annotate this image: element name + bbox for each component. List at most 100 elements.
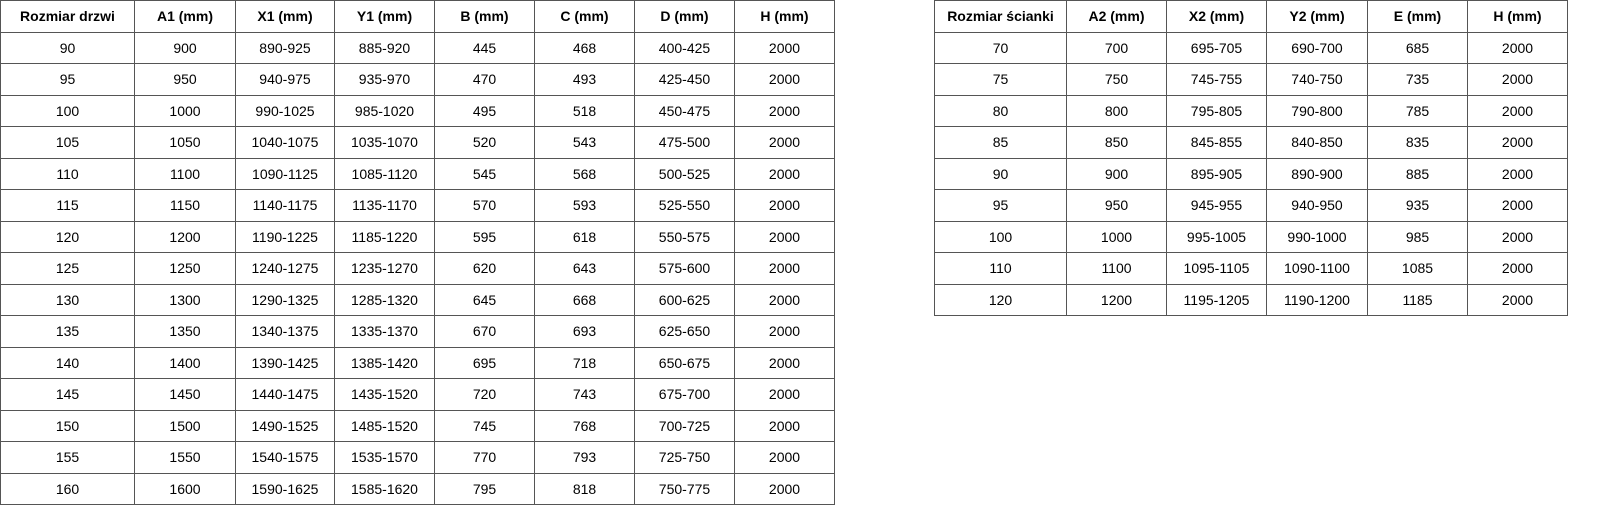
table-cell: 1340-1375 xyxy=(235,315,335,348)
table-cell: 1135-1170 xyxy=(334,189,435,222)
table-header-row: Rozmiar ścianki A2 (mm) X2 (mm) Y2 (mm) E (m… xyxy=(934,0,1568,33)
table-cell: 500-525 xyxy=(634,157,735,190)
table-row: 150 1500 1490-1525 1485-1520 745 768 700-725 20… xyxy=(0,409,835,442)
column-header: E (mm) xyxy=(1367,0,1468,33)
table-cell: 1185-1220 xyxy=(334,220,435,253)
table-cell: 793 xyxy=(534,441,635,474)
table-cell: 990-1025 xyxy=(235,94,335,127)
table-cell: 110 xyxy=(934,252,1067,285)
table-cell: 445 xyxy=(434,31,535,64)
table-cell: 2000 xyxy=(1467,157,1568,190)
table-cell: 695-705 xyxy=(1166,31,1267,64)
table-row: 95 950 945-955 940-950 935 2000 xyxy=(934,189,1568,222)
table-cell: 985 xyxy=(1367,220,1468,253)
table-cell: 2000 xyxy=(734,378,835,411)
table-cell: 518 xyxy=(534,94,635,127)
table-cell: 670 xyxy=(434,315,535,348)
table-cell: 1100 xyxy=(1066,252,1167,285)
table-cell: 2000 xyxy=(734,63,835,96)
column-header: H (mm) xyxy=(1467,0,1568,33)
table-cell: 835 xyxy=(1367,126,1468,159)
table-cell: 85 xyxy=(934,126,1067,159)
table-cell: 425-450 xyxy=(634,63,735,96)
table-cell: 790-800 xyxy=(1266,94,1368,127)
table-cell: 1540-1575 xyxy=(235,441,335,474)
table-cell: 1535-1570 xyxy=(334,441,435,474)
table-cell: 2000 xyxy=(734,94,835,127)
table-cell: 2000 xyxy=(734,220,835,253)
table-cell: 885-920 xyxy=(334,31,435,64)
table-row: 105 1050 1040-1075 1035-1070 520 543 475-500 20… xyxy=(0,126,835,159)
table-cell: 1250 xyxy=(134,252,236,285)
table-cell: 1590-1625 xyxy=(235,472,335,505)
table-cell: 2000 xyxy=(734,346,835,379)
table-cell: 735 xyxy=(1367,63,1468,96)
table-cell: 890-925 xyxy=(235,31,335,64)
table-cell: 1285-1320 xyxy=(334,283,435,316)
table-cell: 750-775 xyxy=(634,472,735,505)
table-cell: 745 xyxy=(434,409,535,442)
table-cell: 795-805 xyxy=(1166,94,1267,127)
table-cell: 520 xyxy=(434,126,535,159)
table-cell: 1600 xyxy=(134,472,236,505)
column-header: X2 (mm) xyxy=(1166,0,1267,33)
table-row: 110 1100 1095-1105 1090-1100 1085 2000 xyxy=(934,252,1568,285)
table-row: 70 700 695-705 690-700 685 2000 xyxy=(934,31,1568,64)
table-cell: 160 xyxy=(0,472,135,505)
table-row: 95 950 940-975 935-970 470 493 425-450 2000 xyxy=(0,63,835,96)
table-cell: 693 xyxy=(534,315,635,348)
table-row: 120 1200 1190-1225 1185-1220 595 618 550-575 20… xyxy=(0,220,835,253)
table-row: 80 800 795-805 790-800 785 2000 xyxy=(934,94,1568,127)
table-cell: 818 xyxy=(534,472,635,505)
table-cell: 1490-1525 xyxy=(235,409,335,442)
table-cell: 690-700 xyxy=(1266,31,1368,64)
table-cell: 668 xyxy=(534,283,635,316)
table-cell: 1090-1125 xyxy=(235,157,335,190)
table-cell: 1440-1475 xyxy=(235,378,335,411)
table-cell: 2000 xyxy=(734,315,835,348)
table-cell: 935-970 xyxy=(334,63,435,96)
table-cell: 2000 xyxy=(734,252,835,285)
table-cell: 115 xyxy=(0,189,135,222)
table-cell: 935 xyxy=(1367,189,1468,222)
table-cell: 2000 xyxy=(1467,189,1568,222)
table-row: 160 1600 1590-1625 1585-1620 795 818 750-775 20… xyxy=(0,472,835,505)
table-cell: 1000 xyxy=(1066,220,1167,253)
table-cell: 1100 xyxy=(134,157,236,190)
table-cell: 593 xyxy=(534,189,635,222)
table-cell: 1450 xyxy=(134,378,236,411)
table-cell: 895-905 xyxy=(1166,157,1267,190)
column-header: Rozmiar drzwi xyxy=(0,0,135,33)
table-cell: 2000 xyxy=(1467,283,1568,316)
column-header: C (mm) xyxy=(534,0,635,33)
table-cell: 1050 xyxy=(134,126,236,159)
table-cell: 645 xyxy=(434,283,535,316)
table-cell: 1085 xyxy=(1367,252,1468,285)
table-cell: 768 xyxy=(534,409,635,442)
table-cell: 1500 xyxy=(134,409,236,442)
table-cell: 785 xyxy=(1367,94,1468,127)
column-header: H (mm) xyxy=(734,0,835,33)
table-cell: 940-975 xyxy=(235,63,335,96)
table-cell: 840-850 xyxy=(1266,126,1368,159)
table-row: 125 1250 1240-1275 1235-1270 620 643 575-600 20… xyxy=(0,252,835,285)
table-cell: 475-500 xyxy=(634,126,735,159)
table-cell: 675-700 xyxy=(634,378,735,411)
table-cell: 130 xyxy=(0,283,135,316)
table-cell: 700-725 xyxy=(634,409,735,442)
column-header: A1 (mm) xyxy=(134,0,236,33)
table-cell: 718 xyxy=(534,346,635,379)
table-cell: 1435-1520 xyxy=(334,378,435,411)
table-cell: 1235-1270 xyxy=(334,252,435,285)
table-cell: 1150 xyxy=(134,189,236,222)
table-cell: 1290-1325 xyxy=(235,283,335,316)
table-cell: 1185 xyxy=(1367,283,1468,316)
table-cell: 890-900 xyxy=(1266,157,1368,190)
table-row: 85 850 845-855 840-850 835 2000 xyxy=(934,126,1568,159)
table-cell: 995-1005 xyxy=(1166,220,1267,253)
table-cell: 990-1000 xyxy=(1266,220,1368,253)
column-header: D (mm) xyxy=(634,0,735,33)
table-cell: 150 xyxy=(0,409,135,442)
table-cell: 90 xyxy=(934,157,1067,190)
table-row: 90 900 895-905 890-900 885 2000 xyxy=(934,157,1568,190)
